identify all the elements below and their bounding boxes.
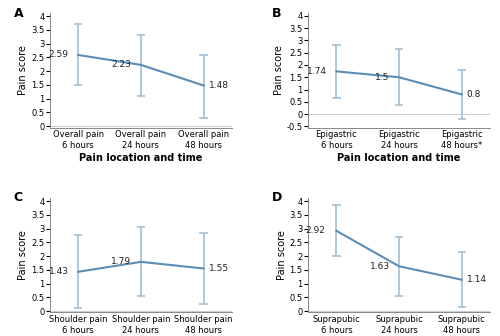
Y-axis label: Pain score: Pain score: [276, 230, 286, 280]
Y-axis label: Pain score: Pain score: [274, 46, 283, 95]
Text: 1.5: 1.5: [376, 73, 390, 82]
Text: 1.74: 1.74: [307, 67, 327, 76]
Text: 1.48: 1.48: [208, 81, 229, 90]
Text: C: C: [14, 192, 23, 205]
Y-axis label: Pain score: Pain score: [18, 46, 28, 95]
Text: 0.8: 0.8: [467, 90, 481, 99]
Text: 1.55: 1.55: [208, 264, 229, 273]
Text: 2.59: 2.59: [49, 50, 69, 59]
Text: 1.14: 1.14: [467, 275, 487, 284]
Text: B: B: [272, 7, 281, 19]
Text: 1.43: 1.43: [49, 267, 69, 276]
X-axis label: Pain location and time: Pain location and time: [338, 153, 461, 163]
Text: 1.63: 1.63: [370, 262, 390, 271]
Text: 2.23: 2.23: [112, 60, 132, 69]
Text: 1.79: 1.79: [112, 257, 132, 266]
Y-axis label: Pain score: Pain score: [18, 230, 28, 280]
Text: D: D: [272, 192, 282, 205]
X-axis label: Pain location and time: Pain location and time: [79, 153, 202, 163]
Text: 2.92: 2.92: [305, 226, 325, 235]
Text: A: A: [14, 7, 24, 19]
